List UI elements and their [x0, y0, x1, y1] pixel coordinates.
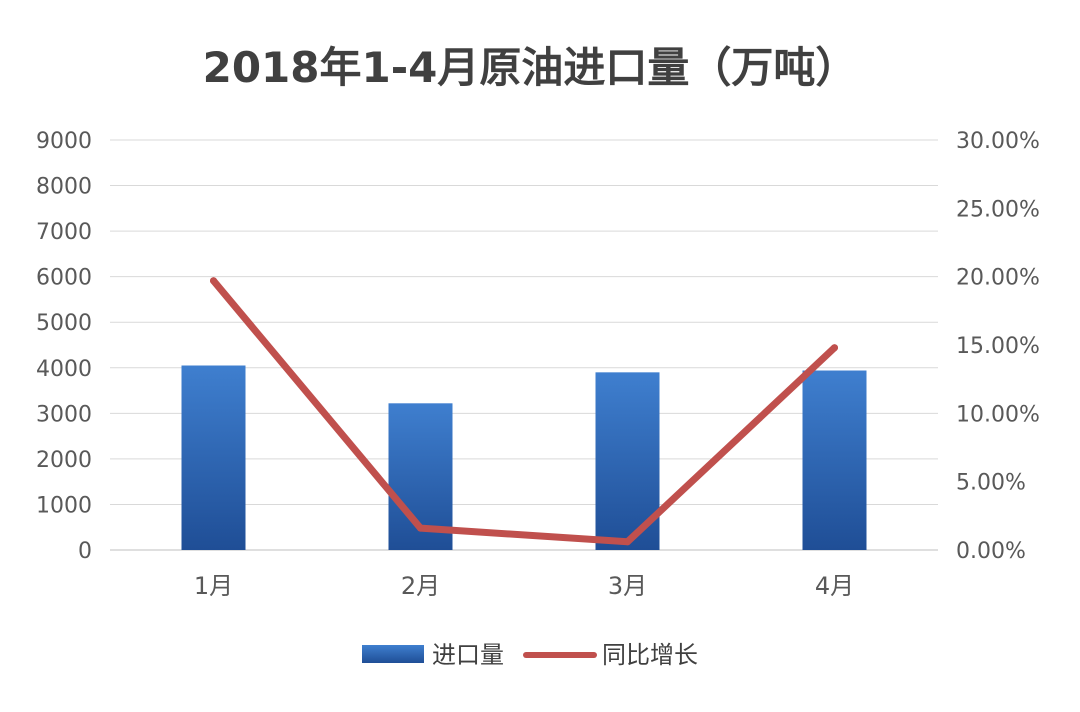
bar: [802, 370, 867, 550]
right-tick-label: 25.00%: [956, 197, 1040, 222]
right-tick-label: 0.00%: [956, 539, 1026, 564]
x-tick-label: 1月: [194, 572, 233, 600]
left-axis-ticks: 0 1000 2000 3000 4000 5000 6000 7000 8000 9000: [36, 129, 92, 564]
right-axis-ticks: 0.00% 5.00% 10.00% 15.00% 20.00% 25.00% 30.00%: [956, 129, 1040, 564]
x-tick-label: 2月: [401, 572, 440, 600]
right-tick-label: 10.00%: [956, 402, 1040, 427]
right-tick-label: 20.00%: [956, 266, 1040, 291]
left-tick-label: 4000: [36, 357, 92, 382]
left-tick-label: 8000: [36, 175, 92, 200]
left-tick-label: 5000: [36, 311, 92, 336]
x-tick-label: 3月: [608, 572, 647, 600]
right-tick-label: 15.00%: [956, 334, 1040, 359]
right-tick-label: 5.00%: [956, 471, 1026, 496]
bar: [181, 365, 246, 550]
chart-title: 2018年1-4月原油进口量（万吨）: [203, 43, 858, 92]
growth-point: [210, 277, 217, 285]
legend-label-line: 同比增长: [602, 641, 698, 669]
left-tick-label: 2000: [36, 448, 92, 473]
growth-point: [624, 538, 631, 546]
left-tick-label: 3000: [36, 402, 92, 427]
right-tick-label: 30.00%: [956, 129, 1040, 154]
legend-label-bar: 进口量: [432, 641, 504, 669]
x-axis-labels: 1月 2月 3月 4月: [194, 572, 854, 600]
growth-point: [831, 344, 838, 352]
x-tick-label: 4月: [815, 572, 854, 600]
growth-line: [210, 277, 838, 546]
left-tick-label: 1000: [36, 493, 92, 518]
growth-point: [417, 524, 424, 532]
bar-series: [181, 365, 867, 550]
left-tick-label: 6000: [36, 266, 92, 291]
legend-swatch-bar: [362, 645, 424, 663]
left-tick-label: 7000: [36, 220, 92, 245]
legend: 进口量 同比增长: [362, 641, 698, 669]
left-tick-label: 0: [78, 539, 92, 564]
line-series: [210, 277, 838, 546]
left-tick-label: 9000: [36, 129, 92, 154]
